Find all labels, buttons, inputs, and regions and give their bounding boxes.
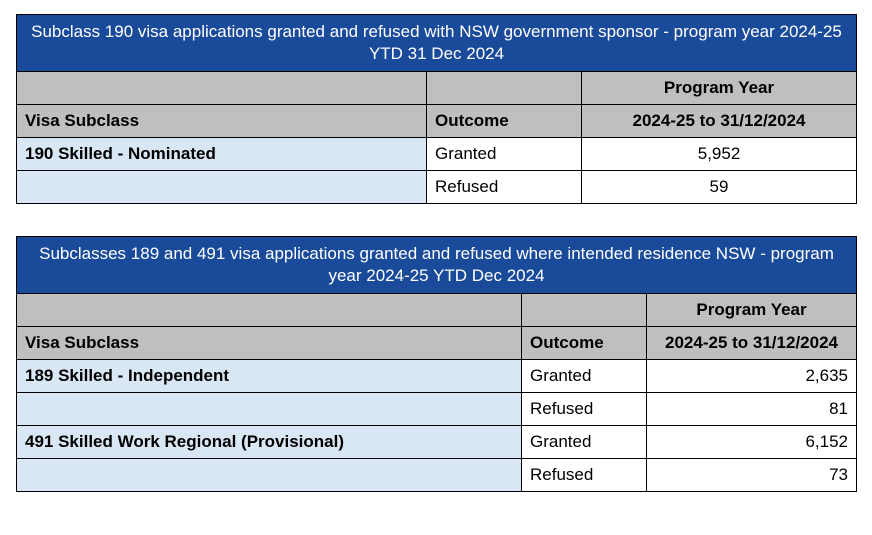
header-period: 2024-25 to 31/12/2024 xyxy=(647,327,857,360)
visa-table-190: Subclass 190 visa applications granted a… xyxy=(16,14,857,204)
table-title: Subclass 190 visa applications granted a… xyxy=(17,15,857,72)
cell-subclass xyxy=(17,459,522,492)
header-blank xyxy=(17,294,522,327)
cell-subclass: 189 Skilled - Independent xyxy=(17,360,522,393)
cell-value: 5,952 xyxy=(582,138,857,171)
table-title: Subclasses 189 and 491 visa applications… xyxy=(17,237,857,294)
table-row: Program Year xyxy=(17,72,857,105)
cell-subclass xyxy=(17,393,522,426)
header-outcome: Outcome xyxy=(427,105,582,138)
visa-table-189-491: Subclasses 189 and 491 visa applications… xyxy=(16,236,857,492)
table-row: Refused 81 xyxy=(17,393,857,426)
table-row: Visa Subclass Outcome 2024-25 to 31/12/2… xyxy=(17,105,857,138)
table-row: Program Year xyxy=(17,294,857,327)
cell-outcome: Granted xyxy=(522,360,647,393)
cell-outcome: Refused xyxy=(522,459,647,492)
cell-value: 73 xyxy=(647,459,857,492)
cell-outcome: Refused xyxy=(427,171,582,204)
header-outcome: Outcome xyxy=(522,327,647,360)
cell-value: 6,152 xyxy=(647,426,857,459)
cell-value: 59 xyxy=(582,171,857,204)
cell-outcome: Granted xyxy=(427,138,582,171)
cell-outcome: Granted xyxy=(522,426,647,459)
table-row: Visa Subclass Outcome 2024-25 to 31/12/2… xyxy=(17,327,857,360)
table-row: Refused 73 xyxy=(17,459,857,492)
cell-subclass: 190 Skilled - Nominated xyxy=(17,138,427,171)
header-program-year: Program Year xyxy=(582,72,857,105)
header-visa-subclass: Visa Subclass xyxy=(17,105,427,138)
cell-outcome: Refused xyxy=(522,393,647,426)
table-row: 190 Skilled - Nominated Granted 5,952 xyxy=(17,138,857,171)
table-row: Refused 59 xyxy=(17,171,857,204)
header-period: 2024-25 to 31/12/2024 xyxy=(582,105,857,138)
cell-subclass xyxy=(17,171,427,204)
header-visa-subclass: Visa Subclass xyxy=(17,327,522,360)
cell-value: 81 xyxy=(647,393,857,426)
cell-value: 2,635 xyxy=(647,360,857,393)
cell-subclass: 491 Skilled Work Regional (Provisional) xyxy=(17,426,522,459)
header-blank xyxy=(427,72,582,105)
header-program-year: Program Year xyxy=(647,294,857,327)
table-row: 189 Skilled - Independent Granted 2,635 xyxy=(17,360,857,393)
header-blank xyxy=(17,72,427,105)
table-row: 491 Skilled Work Regional (Provisional) … xyxy=(17,426,857,459)
table-row: Subclasses 189 and 491 visa applications… xyxy=(17,237,857,294)
header-blank xyxy=(522,294,647,327)
table-row: Subclass 190 visa applications granted a… xyxy=(17,15,857,72)
